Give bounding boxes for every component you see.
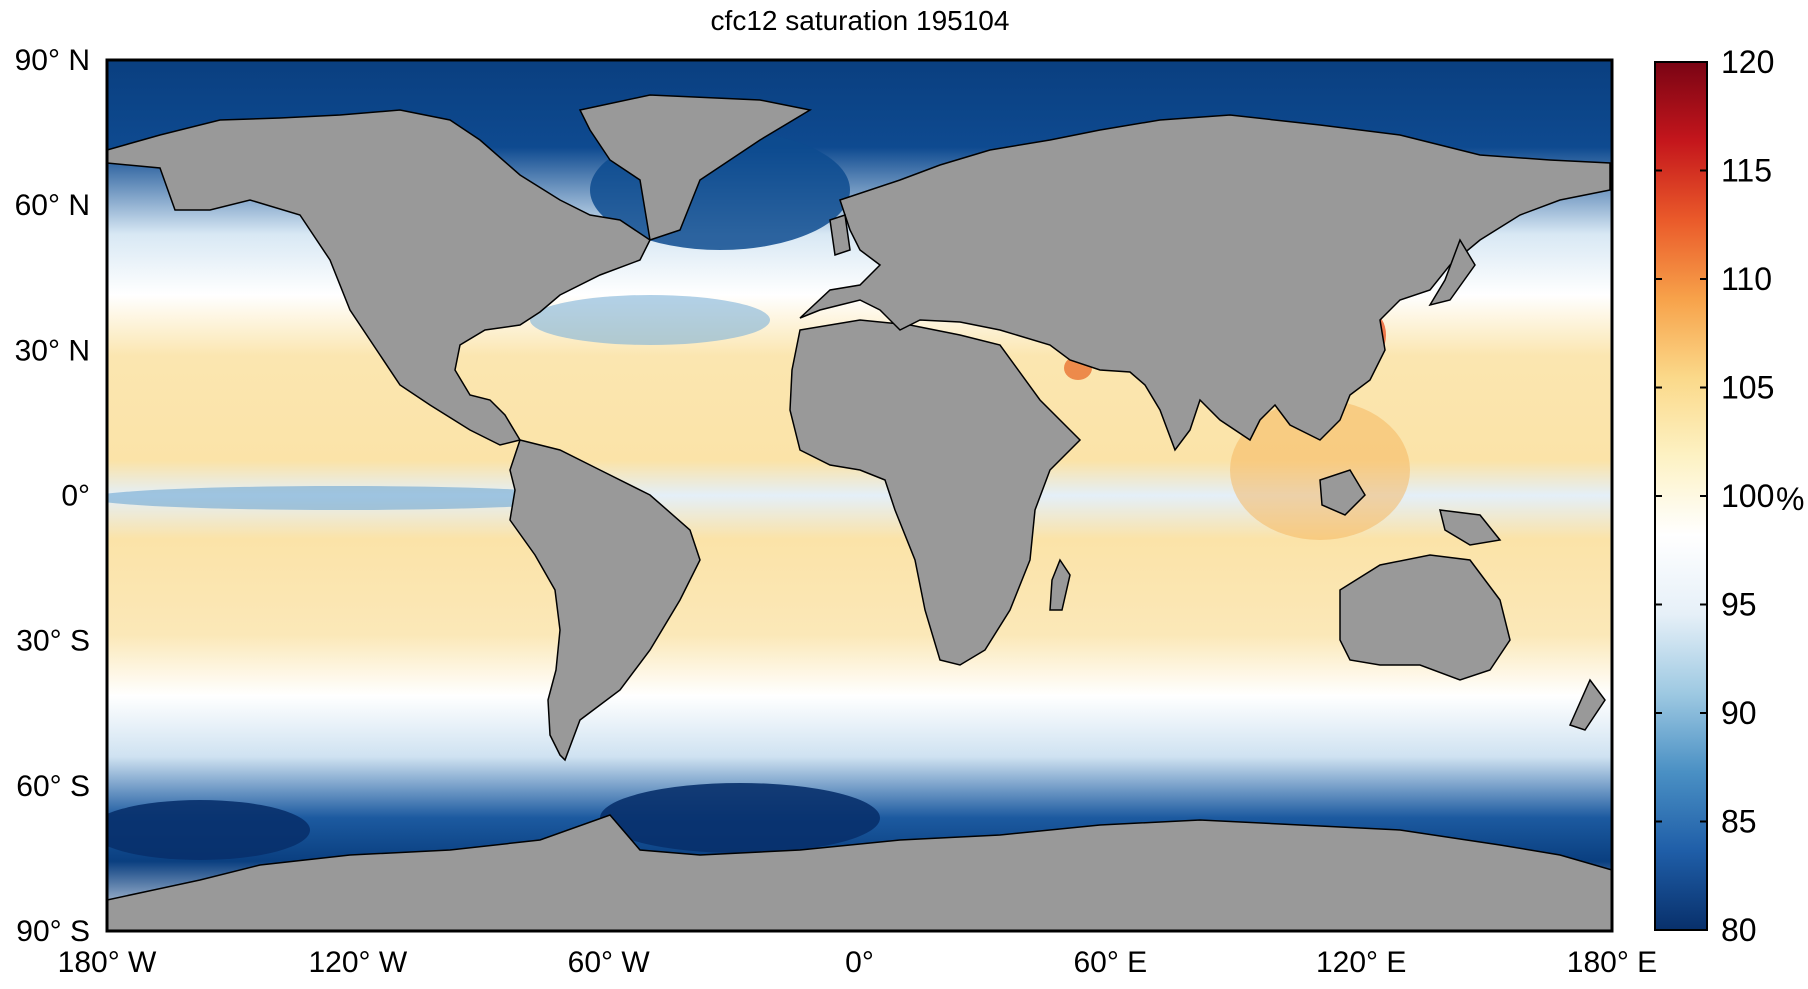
colorbar-unit: % [1776, 481, 1804, 517]
ross-sea-low [107, 800, 310, 860]
longitude-label: 180° E [1567, 946, 1657, 979]
colorbar-tick-label: 80 [1721, 912, 1757, 948]
land-north-america [107, 109, 651, 446]
colorbar-tick-label: 100 [1721, 478, 1774, 514]
weddell-sea-low [600, 783, 880, 853]
latitude-label: 0° [61, 480, 90, 513]
colorbar-tick-label: 115 [1721, 153, 1772, 189]
land-eurasia [799, 114, 1611, 452]
longitude-label: 120° W [308, 946, 407, 979]
colorbar-tick-label: 120 [1721, 44, 1774, 80]
land-new-zealand [1568, 678, 1606, 731]
latitude-label: 90° S [16, 915, 90, 948]
colorbar: 120 115 110 105 100 95 90 85 80 % [1654, 44, 1804, 948]
latitude-label: 60° S [16, 770, 90, 803]
latitude-label: 30° N [15, 334, 90, 367]
longitude-labels: 180° W 120° W 60° W 0° 60° E 120° E 180° E [58, 946, 1658, 979]
land-masses [107, 94, 1612, 931]
land-borneo [1319, 469, 1366, 516]
land-madagascar [1049, 558, 1071, 611]
colorbar-tick-label: 85 [1721, 804, 1757, 840]
land-australia [1339, 554, 1511, 681]
equatorial-pacific-band [107, 486, 590, 510]
latitude-label: 60° N [15, 189, 90, 222]
gulf-stream-undersaturation [530, 295, 770, 345]
land-antarctica [107, 814, 1612, 931]
latitude-label: 30° S [16, 625, 90, 658]
map-frame [105, 58, 1614, 933]
colorbar-tick-label: 110 [1721, 261, 1772, 297]
latitude-labels: 90° N 60° N 30° N 0° 30° S 60° S 90° S [15, 44, 90, 948]
longitude-label: 120° E [1316, 946, 1406, 979]
colorbar-scale [1654, 61, 1708, 931]
map-area [107, 60, 1612, 931]
land-new-guinea [1439, 509, 1502, 546]
longitude-label: 60° W [568, 946, 651, 979]
longitude-label: 60° E [1073, 946, 1147, 979]
colorbar-tick-label: 90 [1721, 695, 1757, 731]
warm-pool-supersaturation [1230, 400, 1410, 540]
colorbar-tick-label: 105 [1721, 370, 1774, 406]
colorbar-ticks: 120 115 110 105 100 95 90 85 80 [1655, 44, 1774, 948]
longitude-label: 0° [845, 946, 874, 979]
latitude-label: 90° N [15, 44, 90, 77]
land-africa [789, 319, 1082, 666]
colorbar-tick-label: 95 [1721, 587, 1757, 623]
map-title: cfc12 saturation 195104 [711, 5, 1010, 36]
land-british-isles [829, 214, 851, 256]
land-south-america [509, 439, 701, 762]
land-japan [1428, 238, 1476, 307]
land-greenland [578, 94, 813, 241]
longitude-label: 180° W [58, 946, 157, 979]
